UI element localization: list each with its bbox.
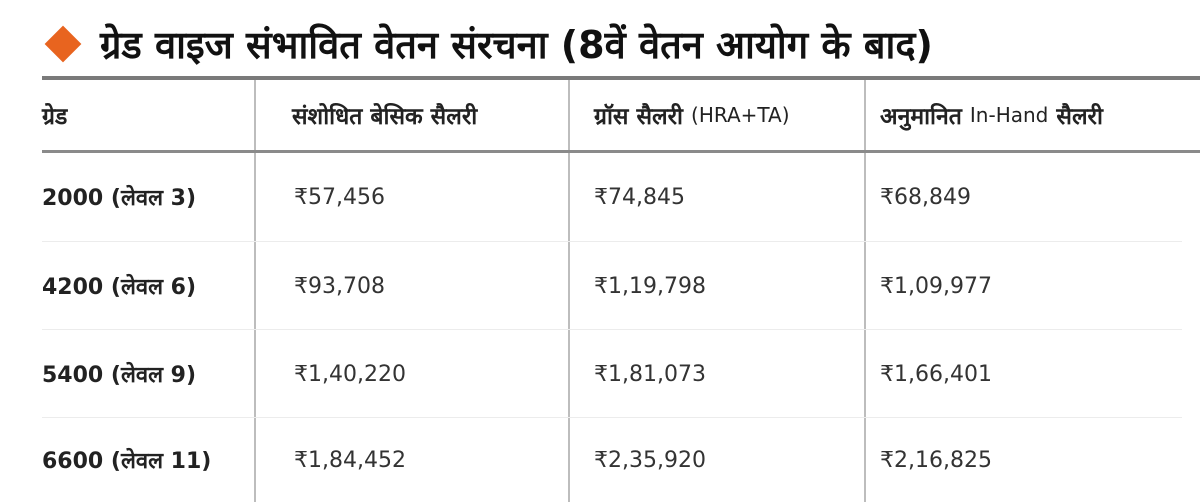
table-cell-basic: ₹1,84,452 [294,447,406,473]
table-row-grade: 2000 (लेवल 3) [42,186,197,211]
column-divider [254,80,256,502]
title-divider [42,76,1200,80]
orange-diamond-icon [44,25,82,63]
header-basic-salary: संशोधित बेसिक सैलरी [292,80,477,150]
table-cell-basic: ₹1,40,220 [294,361,406,387]
column-divider [864,80,866,502]
table-cell-inhand: ₹1,66,401 [880,361,992,387]
table-cell-gross: ₹1,81,073 [594,361,706,387]
header-grade-label: ग्रेड [42,104,68,130]
header-divider [42,150,1200,153]
header-gross-salary: ग्रॉस सैलरी (HRA+TA) [594,80,790,150]
table-cell-inhand: ₹2,16,825 [880,447,992,473]
table-row-grade: 5400 (लेवल 9) [42,363,197,388]
title-row: ग्रेड वाइज संभावित वेतन संरचना (8वें वेत… [42,14,933,74]
header-basic-label: संशोधित बेसिक सैलरी [292,104,478,130]
table-row-grade: 4200 (लेवल 6) [42,275,197,300]
header-inhand-label: सैलरी [1056,104,1103,130]
row-separator [42,417,1182,418]
row-separator [42,241,1182,242]
column-divider [568,80,570,502]
table-cell-inhand: ₹1,09,977 [880,273,992,299]
header-gross-label: ग्रॉस सैलरी [594,104,683,130]
table-cell-gross: ₹74,845 [594,184,685,210]
table-row-grade: 6600 (लेवल 11) [42,449,212,474]
table-cell-gross: ₹1,19,798 [594,273,706,299]
salary-table: ग्रेड संशोधित बेसिक सैलरी ग्रॉस सैलरी (H… [0,80,1200,502]
header-gross-suffix: (HRA+TA) [691,103,790,127]
table-cell-basic: ₹57,456 [294,184,385,210]
table-cell-basic: ₹93,708 [294,273,385,299]
table-cell-gross: ₹2,35,920 [594,447,706,473]
header-inhand-salary: अनुमानित In-Hand सैलरी [880,80,1103,150]
table-cell-inhand: ₹68,849 [880,184,971,210]
header-inhand-prefix: अनुमानित [880,104,962,130]
page-title: ग्रेड वाइज संभावित वेतन संरचना (8वें वेत… [100,23,933,67]
header-grade: ग्रेड [42,80,67,150]
header-inhand-mid: In-Hand [969,103,1049,127]
row-separator [42,329,1182,330]
